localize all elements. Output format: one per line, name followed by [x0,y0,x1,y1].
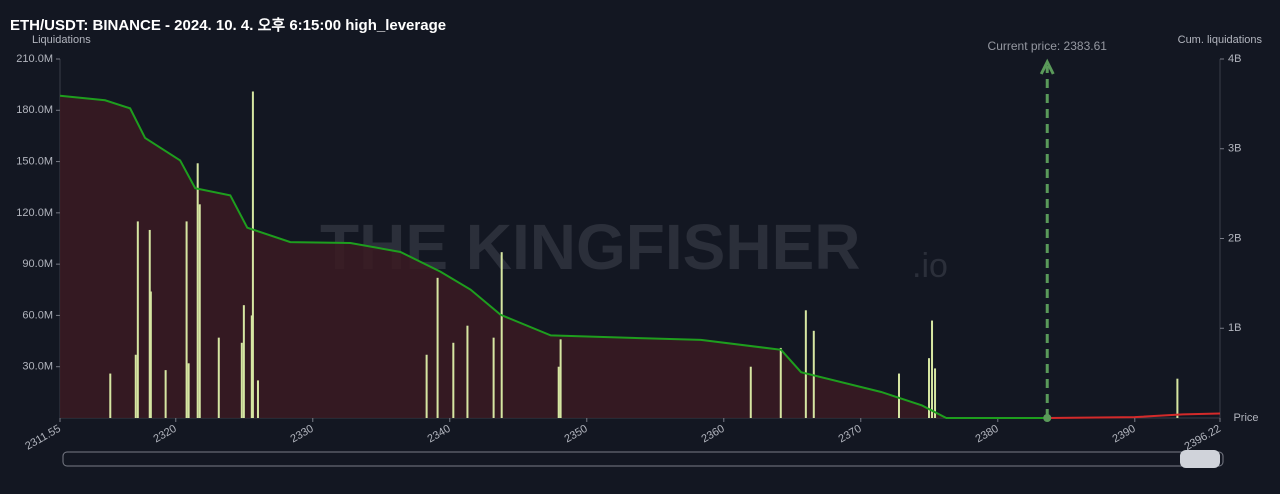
bar [749,366,752,418]
bar [217,337,220,418]
bar [425,354,428,418]
current-price-label: Current price: 2383.61 [988,39,1108,53]
bar [928,358,931,418]
bar [452,342,455,418]
y2-axis-label: Cum. liquidations [1178,34,1263,46]
scrollbar-handle[interactable] [1180,450,1220,468]
cumulative-line [1047,412,1221,419]
y-tick-label: 120.0M [16,207,53,219]
bar [804,310,807,418]
x-axis-label: Price [1233,412,1258,424]
chart-title: ETH/USDT: BINANCE - 2024. 10. 4. 오후 6:15… [10,17,446,34]
y-tick-label: 30.0M [22,361,53,373]
y2-tick-label: 2B [1228,232,1241,244]
bar [500,252,503,418]
bar [185,221,188,418]
bar [242,305,245,418]
bar [492,337,495,418]
bar [559,339,562,418]
bar [109,373,112,418]
y2-tick-label: 4B [1228,53,1241,65]
bar [196,163,199,418]
bar [256,380,259,418]
bar [198,204,201,418]
bar [240,342,243,418]
scrollbar[interactable] [62,451,1224,467]
current-price-dot [1043,414,1052,422]
y-tick-label: 90.0M [22,258,53,270]
bar [934,368,937,418]
bar [436,277,439,418]
y-tick-label: 180.0M [16,104,53,116]
bar [187,363,190,418]
y-tick-label: 150.0M [16,155,53,167]
y2-tick-label: 1B [1228,322,1241,334]
bar [931,320,934,418]
bar [1176,378,1179,418]
cumulative-line [59,94,1048,419]
bar [466,325,469,418]
bar [250,315,253,418]
bar [148,229,151,418]
bar [779,347,782,418]
y-tick-label: 60.0M [22,309,53,321]
bar [136,221,139,418]
y-axis-label: Liquidations [32,34,91,46]
current-price-arrowhead [1039,58,1055,75]
bar [898,373,901,418]
bar [164,370,167,418]
y-tick-label: 210.0M [16,53,53,65]
bar [557,366,560,418]
bar [134,354,137,418]
y2-tick-label: 3B [1228,143,1241,155]
cumulative-area [60,95,1048,419]
bar [251,91,254,418]
watermark-suffix: .io [912,247,948,285]
bar [149,291,152,418]
